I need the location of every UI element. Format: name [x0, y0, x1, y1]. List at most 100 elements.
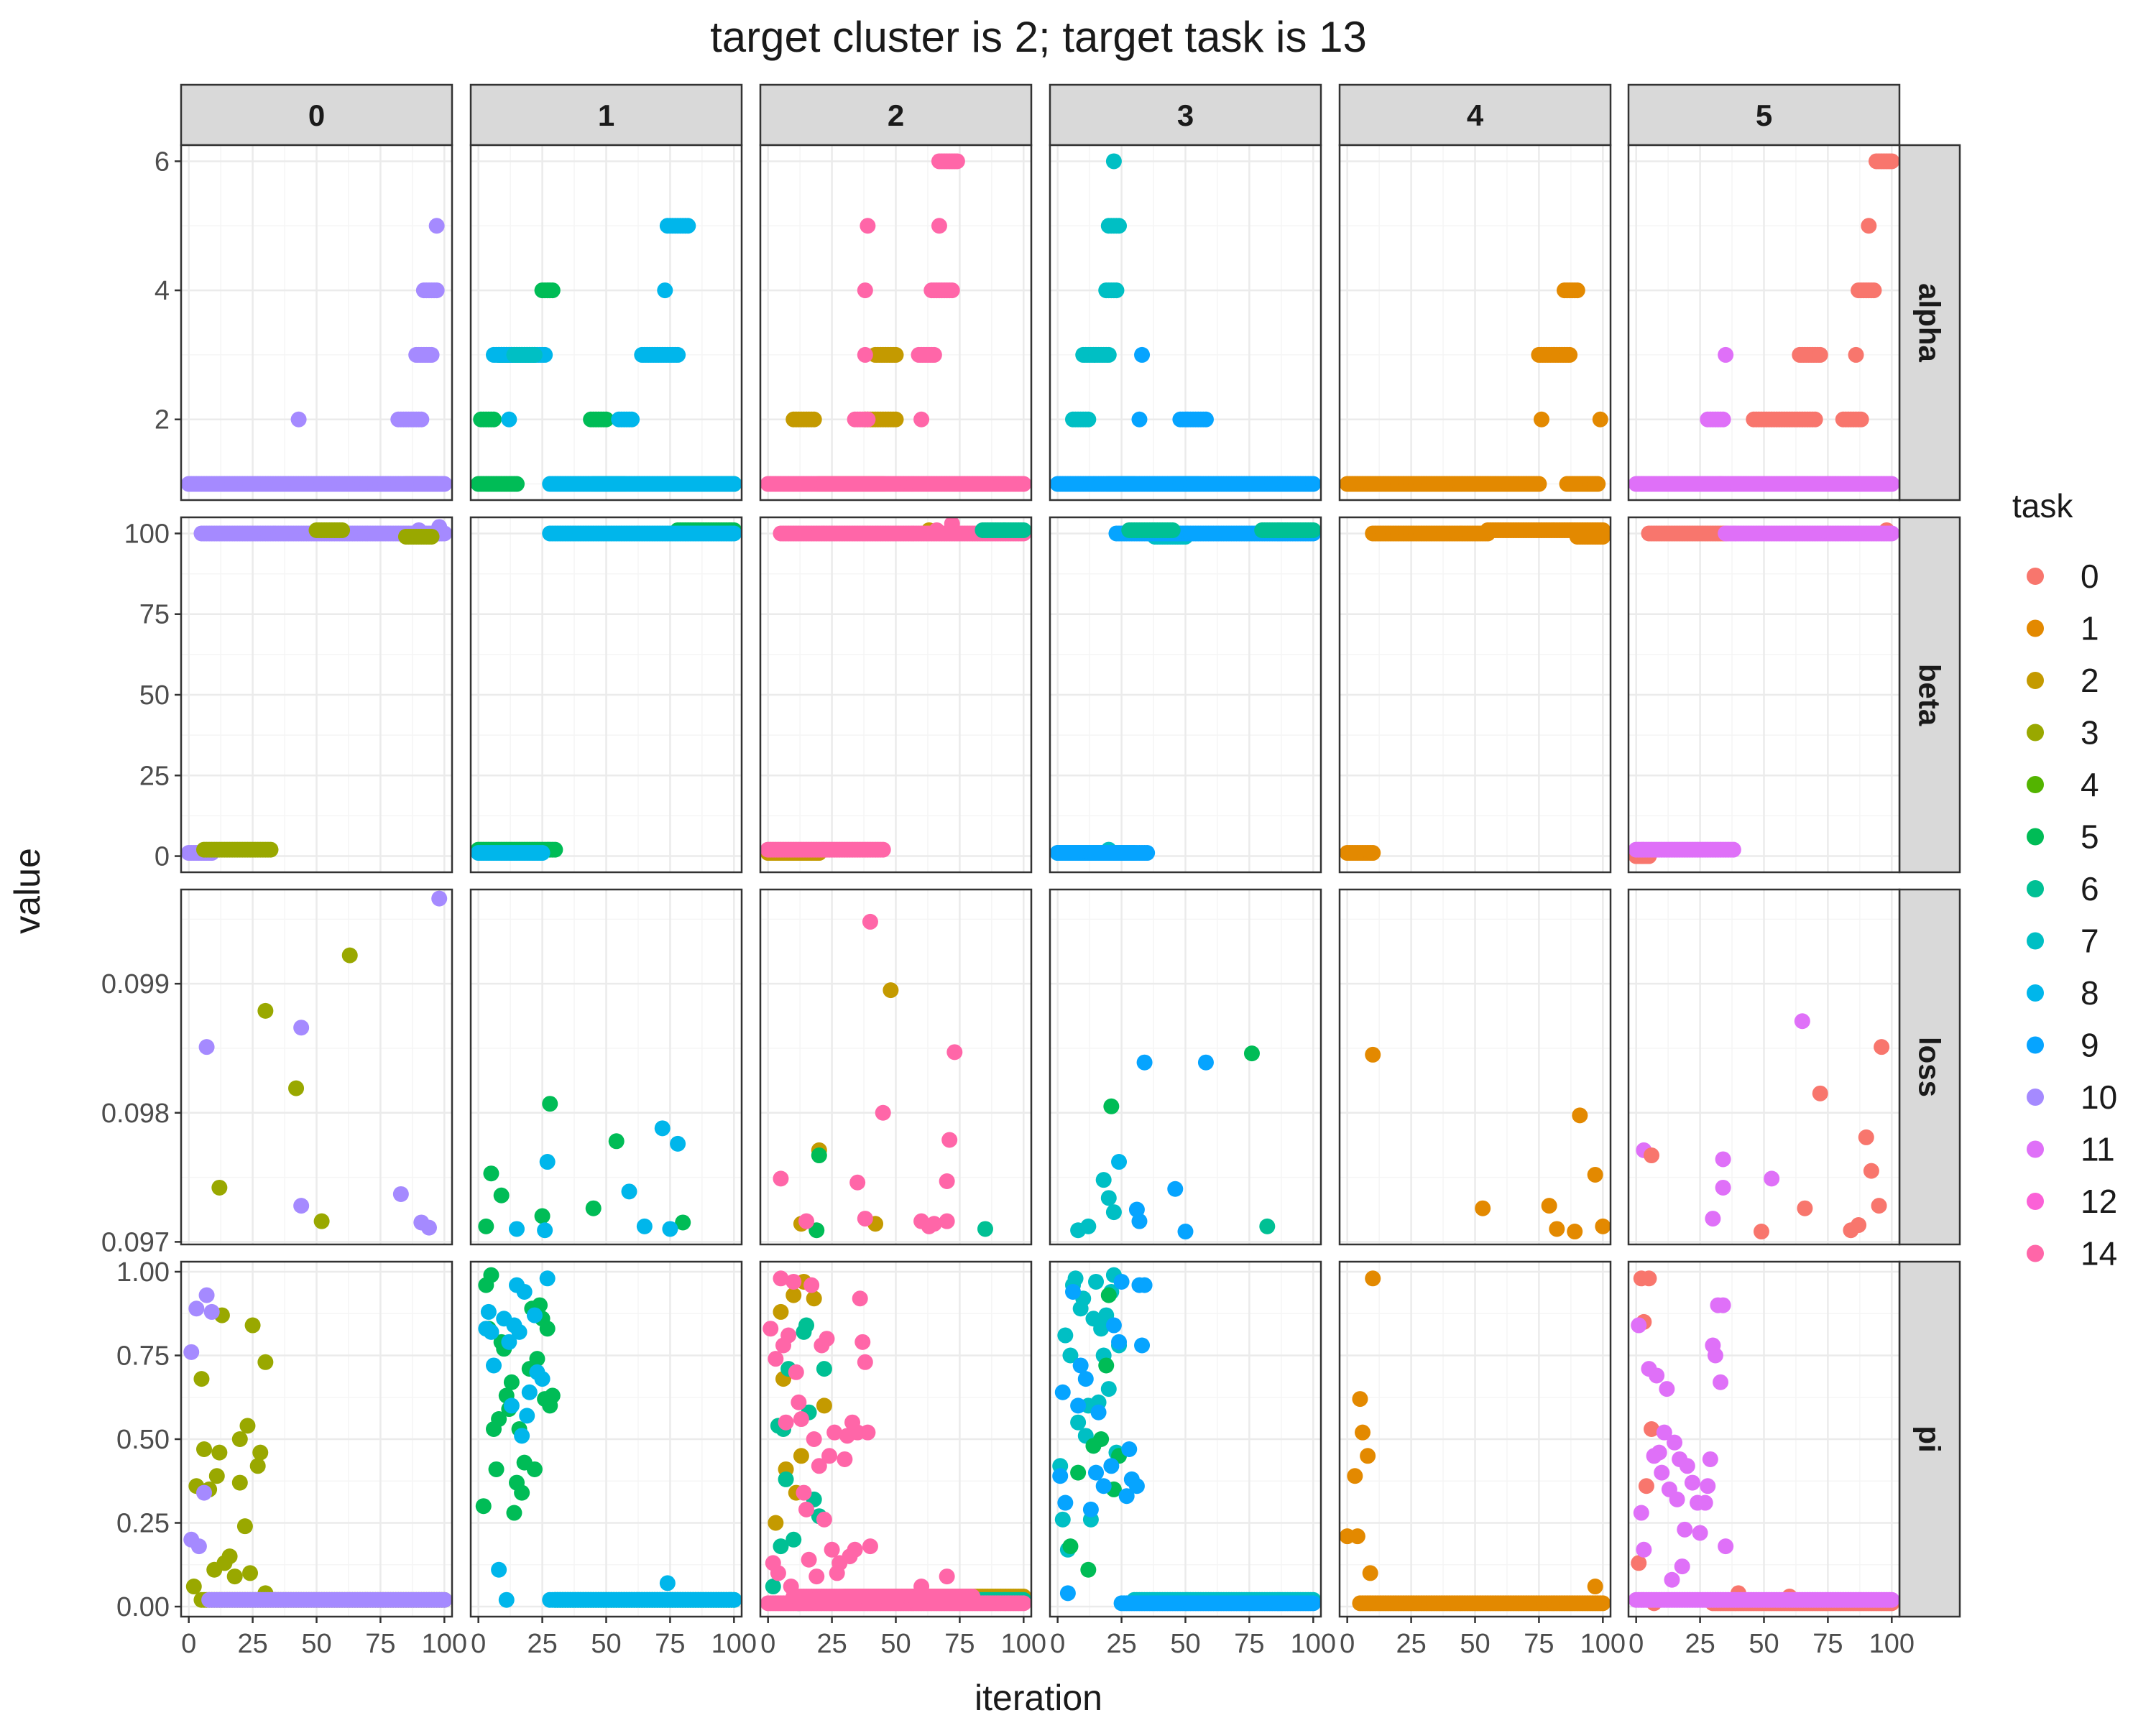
point-task-9 — [1197, 1054, 1214, 1071]
point-task-14 — [1015, 476, 1031, 492]
point-task-3 — [208, 1468, 225, 1484]
point-task-5 — [539, 1321, 556, 1337]
x-tick-label: 25 — [527, 1629, 557, 1659]
point-task-0 — [1753, 1224, 1769, 1240]
legend-item-task-0: 0 — [2027, 558, 2099, 595]
point-task-14 — [939, 1173, 955, 1189]
point-task-8 — [516, 1283, 533, 1300]
point-task-14 — [944, 517, 960, 532]
point-task-8 — [537, 1222, 553, 1239]
point-task-11 — [1636, 1541, 1652, 1558]
legend-key — [2027, 880, 2044, 897]
point-task-8 — [521, 1384, 538, 1400]
point-task-9 — [1077, 1371, 1094, 1387]
panel-1-alpha — [469, 144, 743, 502]
point-task-1 — [1569, 282, 1585, 299]
data-points — [471, 522, 742, 861]
x-tick-label: 75 — [944, 1629, 975, 1659]
point-task-5 — [503, 1374, 520, 1390]
point-task-8 — [621, 1183, 637, 1200]
point-task-14 — [913, 411, 930, 428]
point-task-11 — [1667, 1434, 1683, 1451]
data-points — [478, 1096, 691, 1239]
strip-label-column-2: 2 — [888, 98, 904, 132]
y-tick-label: 0.50 — [116, 1425, 170, 1455]
point-task-14 — [773, 1170, 789, 1187]
point-task-7 — [1100, 1381, 1117, 1397]
data-points — [183, 1287, 452, 1608]
point-task-5 — [544, 282, 561, 299]
point-task-0 — [1853, 411, 1869, 428]
legend-key — [2027, 984, 2044, 1002]
y-tick-label: 0.25 — [116, 1509, 170, 1539]
point-task-5 — [483, 1267, 499, 1283]
point-task-2 — [806, 1290, 822, 1307]
data-points — [1052, 1267, 1321, 1612]
point-task-0 — [1866, 282, 1882, 299]
point-task-11 — [1649, 1367, 1665, 1384]
point-task-7 — [1105, 1204, 1122, 1221]
x-axis-title: iteration — [975, 1678, 1102, 1718]
point-task-1 — [1365, 1046, 1381, 1063]
point-task-11 — [1725, 841, 1741, 858]
panel-border — [759, 144, 1033, 502]
legend-label: 1 — [2081, 610, 2099, 647]
y-tick-label: 0.097 — [101, 1227, 170, 1257]
point-task-2 — [888, 346, 904, 363]
panel-4-pi: 0 25 50 75 100 — [1338, 1260, 1626, 1659]
point-task-7 — [1080, 411, 1097, 428]
point-task-10 — [431, 890, 448, 907]
point-task-10 — [203, 1303, 220, 1320]
point-task-14 — [796, 1484, 812, 1501]
y-tick-label: 0.75 — [116, 1341, 170, 1371]
x-tick-label: 100 — [1001, 1629, 1046, 1659]
point-task-5 — [1243, 1045, 1260, 1062]
point-task-10 — [413, 411, 430, 428]
point-task-8 — [498, 1591, 515, 1608]
point-task-11 — [1702, 1451, 1718, 1467]
point-task-11 — [1692, 1525, 1708, 1541]
point-task-7 — [1088, 1273, 1105, 1290]
x-tick-label: 50 — [301, 1629, 331, 1659]
point-task-8 — [670, 346, 686, 363]
point-task-8 — [636, 1218, 653, 1234]
point-task-5 — [488, 1461, 505, 1477]
data-points — [1340, 282, 1608, 492]
point-task-14 — [857, 346, 873, 363]
x-tick-label: 0 — [471, 1629, 486, 1659]
y-tick-label: 0 — [155, 842, 170, 872]
point-task-11 — [1664, 1571, 1680, 1588]
point-task-3 — [257, 1354, 274, 1370]
panel-border — [759, 516, 1033, 874]
x-tick-label: 75 — [1812, 1629, 1843, 1659]
point-task-3 — [196, 1441, 213, 1457]
point-task-11 — [1659, 1381, 1675, 1397]
point-task-0 — [1644, 1147, 1660, 1164]
point-task-8 — [534, 1371, 550, 1387]
legend-key — [2027, 568, 2044, 585]
point-task-7 — [526, 346, 543, 363]
point-task-2 — [816, 1397, 832, 1414]
panel-border — [180, 888, 453, 1246]
legend-label: 3 — [2081, 714, 2099, 752]
point-task-8 — [483, 1323, 499, 1340]
point-task-5 — [491, 1411, 507, 1428]
point-task-0 — [1631, 1555, 1647, 1571]
point-task-10 — [198, 1287, 215, 1303]
point-task-3 — [221, 1548, 238, 1565]
point-task-8 — [480, 1303, 497, 1320]
point-task-6 — [1259, 1218, 1276, 1234]
data-points — [1628, 522, 1899, 864]
data-points — [1636, 1013, 1890, 1240]
point-task-9 — [1072, 1357, 1089, 1374]
y-axis-title: value — [7, 848, 47, 934]
legend-item-task-2: 2 — [2027, 662, 2099, 699]
data-points — [475, 1267, 742, 1608]
data-points — [198, 890, 448, 1236]
panel-border — [180, 144, 453, 502]
legend-key — [2027, 1089, 2044, 1106]
point-task-11 — [1669, 1491, 1685, 1507]
point-task-9 — [1177, 1224, 1194, 1240]
x-tick-label: 100 — [422, 1629, 467, 1659]
